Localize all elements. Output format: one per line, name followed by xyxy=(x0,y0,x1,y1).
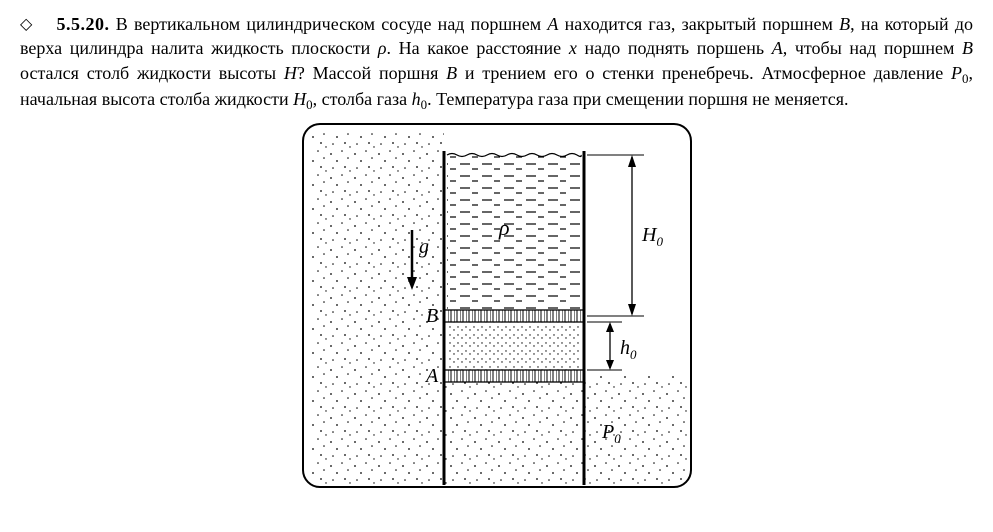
sym-h0: h0 xyxy=(412,89,427,109)
text-p5: надо поднять поршень xyxy=(577,38,772,58)
sym-A2: A xyxy=(772,38,783,58)
A-label: A xyxy=(424,365,439,387)
rho-label: ρ xyxy=(498,215,510,240)
text-p6: , чтобы над поршнем xyxy=(783,38,962,58)
figure-frame: g ρ B A P0 H0 h0 xyxy=(302,123,692,488)
problem-number: 5.5.20. xyxy=(57,14,110,34)
sym-A: A xyxy=(547,14,558,34)
text-p1: В вертикальном цилиндрическом сосуде над… xyxy=(116,14,548,34)
diamond-icon: ◇ xyxy=(20,14,32,36)
sym-P0: P0 xyxy=(951,63,968,83)
H0-label: H0 xyxy=(641,224,663,249)
text-p12: . Температура газа при смещении поршня н… xyxy=(427,89,848,109)
text-p9: и трением его о стенки пренебречь. Атмос… xyxy=(457,63,951,83)
text-p7: остался столб жидкости высоты xyxy=(20,63,284,83)
text-p4: . На какое расстояние xyxy=(386,38,568,58)
B-label: B xyxy=(426,305,438,327)
text-p8: ? Массой поршня xyxy=(297,63,446,83)
sym-H: H xyxy=(284,63,297,83)
sym-x: x xyxy=(569,38,577,58)
text-p11: , столба газа xyxy=(313,89,412,109)
h0-label: h0 xyxy=(620,337,637,362)
physics-diagram: g ρ B A P0 H0 h0 xyxy=(304,125,692,488)
g-label: g xyxy=(419,236,429,258)
sym-B: B xyxy=(839,14,850,34)
text-p2: находится газ, закрытый поршнем xyxy=(558,14,839,34)
sym-B2: B xyxy=(962,38,973,58)
problem-text: ◇ 5.5.20. В вертикальном цилиндрическом … xyxy=(20,12,973,113)
sym-B3: B xyxy=(446,63,457,83)
sym-H0: H0 xyxy=(293,89,312,109)
figure-container: g ρ B A P0 H0 h0 xyxy=(20,123,973,488)
